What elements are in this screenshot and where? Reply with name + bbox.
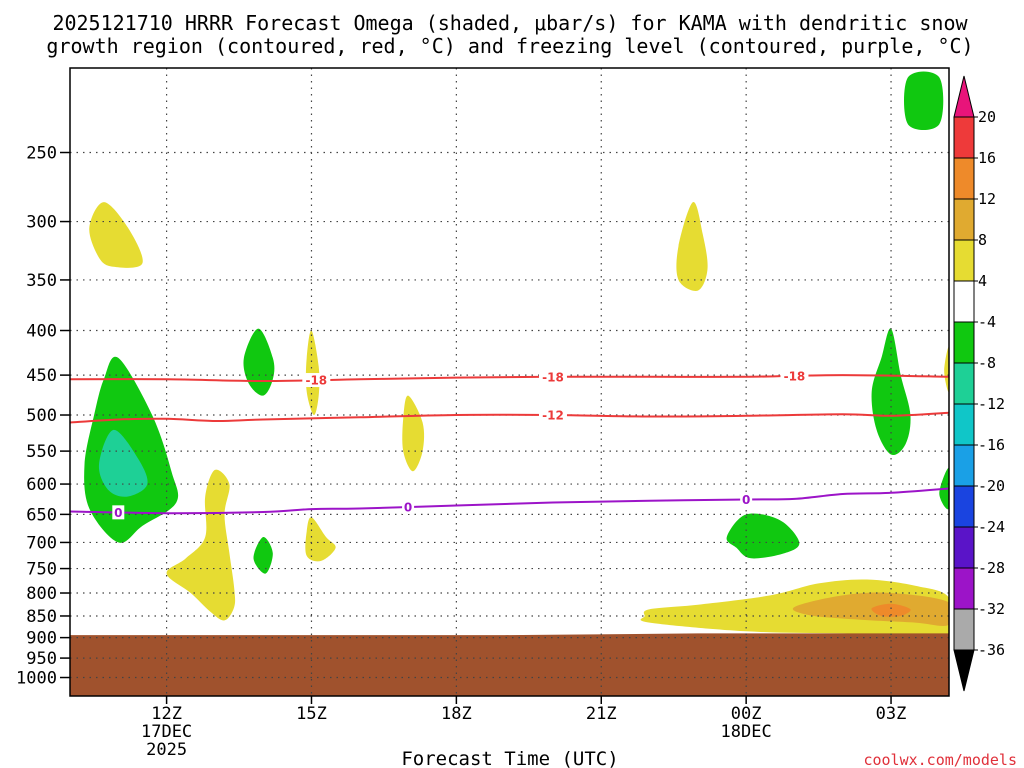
contour-label-bg-dgz-minus18-1 <box>538 369 567 384</box>
y-tick-label-850: 850 <box>26 607 57 627</box>
chart-title-line-1: 2025121710 HRRR Forecast Omega (shaded, … <box>52 11 968 35</box>
colorbar-bin--8-to--4 <box>953 321 975 364</box>
colorbar-bin-12-to-16 <box>953 157 975 200</box>
chart-title-line-2: growth region (contoured, red, °C) and f… <box>46 34 973 58</box>
colorbar-bin-16-to-20 <box>953 116 975 159</box>
colorbar-label-12: 12 <box>978 190 996 208</box>
colorbar: 20 16 12 8 4 -4 -8 -12 -16 -20 -24 -28 -32 -36 <box>953 75 1005 692</box>
colorbar-bin--36-to--32 <box>953 608 975 651</box>
x-tick-label-12Z: 12Z <box>151 704 182 724</box>
colorbar-label--20: -20 <box>978 477 1005 495</box>
colorbar-label--8: -8 <box>978 354 996 372</box>
y-tick-label-400: 400 <box>26 322 57 342</box>
colorbar-bin--20-to--16 <box>953 444 975 487</box>
contour-dgz-minus12 <box>70 411 949 424</box>
contour-label-dgz-minus18-1: -18 <box>542 370 564 384</box>
shade-sink-1400z-upper <box>243 328 275 396</box>
contour-label-dgz-minus18-0: -18 <box>305 374 327 388</box>
colorbar-label--36: -36 <box>978 641 1005 659</box>
colorbar-label-20: 20 <box>978 108 996 126</box>
contour-label-dgz-minus12-0: -12 <box>542 409 564 423</box>
y-tick-label-450: 450 <box>26 366 57 386</box>
x-tick-date-00Z: 18DEC <box>721 722 772 742</box>
shade-lift-2300z-upper <box>676 201 708 291</box>
y-tick-label-550: 550 <box>26 442 57 462</box>
colorbar-bin--4-to-4 <box>953 280 975 323</box>
x-tick-year-12Z: 2025 <box>146 740 187 760</box>
plot-frame <box>69 67 950 697</box>
colorbar-bin-8-to-12 <box>953 198 975 241</box>
contour-label-bg-freezing-0-0 <box>112 505 125 520</box>
colorbar-bin--24-to--20 <box>953 485 975 528</box>
shade-sink-0000z-low <box>726 513 800 559</box>
contour-label-freezing-0-1: 0 <box>404 501 412 515</box>
contour-label-bg-freezing-0-1 <box>402 500 415 515</box>
credit-text: coolwx.com/models <box>863 751 1017 768</box>
shade-lift-1300z-column <box>166 469 236 621</box>
contour-label-bg-dgz-minus18-0 <box>302 373 331 388</box>
colorbar-label--32: -32 <box>978 600 1005 618</box>
y-tick-label-650: 650 <box>26 505 57 525</box>
shade-sink-0300z-top <box>904 71 944 131</box>
colorbar-label-16: 16 <box>978 149 996 167</box>
colorbar-under-arrow <box>953 649 975 692</box>
shade-lift-1100z-upper <box>89 202 143 268</box>
shade-sink-0300z-upper <box>871 328 911 456</box>
colorbar-label-4: 4 <box>978 272 987 290</box>
colorbar-label--12: -12 <box>978 395 1005 413</box>
shade-lift-0300z-strong <box>871 603 911 617</box>
y-tick-label-1000: 1000 <box>16 669 57 689</box>
shade-sink-1100z-core <box>98 429 148 497</box>
colorbar-over-arrow <box>953 75 975 118</box>
x-tick-date-12Z: 17DEC <box>141 722 192 742</box>
x-axis-label: Forecast Time (UTC) <box>401 748 618 768</box>
y-tick-label-900: 900 <box>26 629 57 649</box>
shade-lift-1500z-lower <box>305 517 336 562</box>
contour-label-freezing-0-0: 0 <box>114 506 122 520</box>
shade-lift-0400z-edge <box>944 346 949 393</box>
colorbar-bin--16-to--12 <box>953 403 975 446</box>
y-tick-label-700: 700 <box>26 533 57 553</box>
shade-sink-1400z-lower <box>253 536 273 574</box>
y-tick-label-750: 750 <box>26 560 57 580</box>
x-tick-label-21Z: 21Z <box>586 704 617 724</box>
contour-lines: -18 -18 -18 -12 0 0 0 <box>70 368 949 520</box>
contour-freezing-0 <box>70 487 949 515</box>
contour-label-bg-dgz-minus18-2 <box>780 368 809 383</box>
colorbar-label--4: -4 <box>978 313 996 331</box>
colorbar-bin--28-to--24 <box>953 526 975 569</box>
y-tick-label-800: 800 <box>26 584 57 604</box>
x-tick-label-00Z: 00Z <box>731 704 762 724</box>
contour-label-bg-dgz-minus12-0 <box>538 408 567 423</box>
y-tick-label-500: 500 <box>26 406 57 426</box>
below-ground-terrain <box>70 633 949 696</box>
colorbar-label-8: 8 <box>978 231 987 249</box>
contour-label-dgz-minus18-2: -18 <box>784 369 806 383</box>
pressure-axis: 2503003504004505005506006507007508008509… <box>16 144 70 689</box>
x-tick-label-18Z: 18Z <box>441 704 472 724</box>
grid-lines <box>70 68 949 696</box>
contour-label-freezing-0-2: 0 <box>742 493 750 507</box>
x-tick-label-03Z: 03Z <box>876 704 907 724</box>
x-tick-label-15Z: 15Z <box>296 704 327 724</box>
y-tick-label-600: 600 <box>26 475 57 495</box>
colorbar-bin-4-to-8 <box>953 239 975 282</box>
shade-lift-0200z-moderate <box>792 592 949 627</box>
colorbar-label--16: -16 <box>978 436 1005 454</box>
colorbar-bin--32-to--28 <box>953 567 975 610</box>
colorbar-label--24: -24 <box>978 518 1005 536</box>
y-tick-label-300: 300 <box>26 213 57 233</box>
shade-lift-1700z <box>402 395 425 472</box>
colorbar-label--28: -28 <box>978 559 1005 577</box>
y-tick-label-950: 950 <box>26 649 57 669</box>
y-tick-label-250: 250 <box>26 144 57 164</box>
contour-label-bg-freezing-0-2 <box>740 492 753 507</box>
y-tick-label-350: 350 <box>26 271 57 291</box>
shade-lift-1500z-thin <box>305 330 320 416</box>
colorbar-bin--12-to--8 <box>953 362 975 405</box>
